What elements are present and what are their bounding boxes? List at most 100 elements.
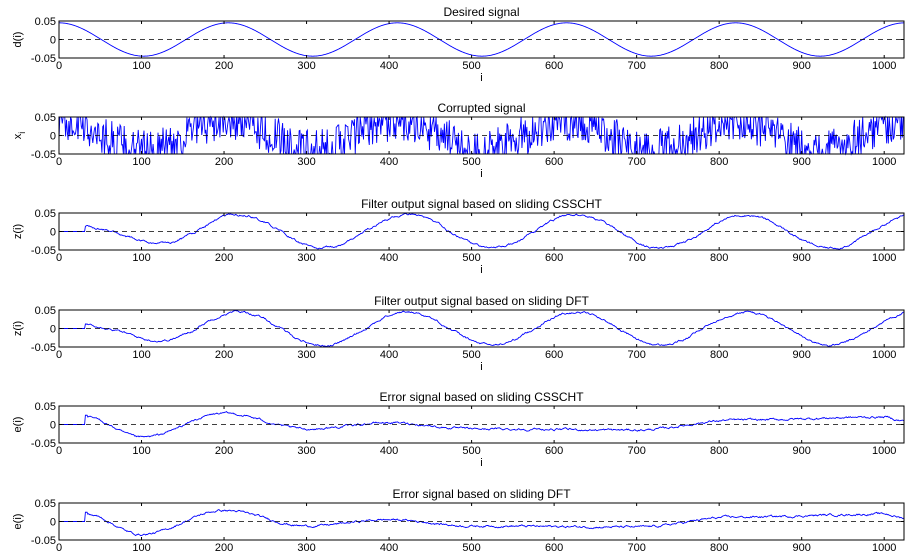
- x-tick-label: 1000: [872, 156, 896, 168]
- y-tick-label: 0: [50, 517, 56, 529]
- x-tick-label: 200: [215, 542, 233, 554]
- x-tick-label: 300: [297, 445, 315, 457]
- y-tick-label: 0.05: [35, 401, 56, 413]
- x-tick-label: 100: [132, 60, 150, 72]
- y-tick-label: -0.05: [31, 438, 56, 450]
- subplot-title: Filter output signal based on sliding DF…: [374, 294, 589, 308]
- y-axis-label: e(i): [12, 417, 24, 433]
- x-tick-label: 400: [380, 252, 398, 264]
- x-tick-label: 500: [462, 156, 480, 168]
- x-tick-label: 400: [380, 60, 398, 72]
- x-tick-label: 200: [215, 349, 233, 361]
- signal-line: [59, 509, 905, 537]
- y-axis-label: e(i): [12, 514, 24, 530]
- x-tick-label: 0: [56, 252, 62, 264]
- y-tick-label: -0.05: [31, 53, 56, 65]
- x-tick-label: 700: [627, 445, 645, 457]
- y-tick-label: 0.05: [35, 16, 56, 28]
- signal-line: [59, 309, 905, 347]
- x-tick-label: 900: [792, 252, 810, 264]
- x-tick-label: 1000: [872, 60, 896, 72]
- x-tick-label: 0: [56, 349, 62, 361]
- x-tick-label: 1000: [872, 349, 896, 361]
- x-tick-label: 100: [132, 156, 150, 168]
- y-tick-label: 0.05: [35, 498, 56, 510]
- x-tick-label: 800: [710, 542, 728, 554]
- y-axis-label-sub: i: [17, 132, 27, 134]
- x-tick-label: 900: [792, 445, 810, 457]
- y-tick-label: 0: [50, 131, 56, 143]
- x-tick-label: 100: [132, 542, 150, 554]
- x-tick-label: 100: [132, 445, 150, 457]
- y-axis-label-main: x: [12, 133, 24, 139]
- x-tick-label: 500: [462, 60, 480, 72]
- x-tick-label: 800: [710, 156, 728, 168]
- x-tick-label: 900: [792, 349, 810, 361]
- x-tick-label: 800: [710, 60, 728, 72]
- x-tick-label: 800: [710, 252, 728, 264]
- x-tick-label: 600: [545, 252, 563, 264]
- signal-line: [59, 411, 905, 438]
- x-tick-label: 300: [297, 252, 315, 264]
- x-tick-label: 200: [215, 445, 233, 457]
- x-tick-label: 400: [380, 542, 398, 554]
- x-tick-label: 900: [792, 156, 810, 168]
- x-tick-label: 0: [56, 542, 62, 554]
- x-tick-label: 0: [56, 445, 62, 457]
- y-axis-label: d(i): [12, 32, 24, 48]
- x-axis-label: i: [480, 72, 482, 84]
- x-tick-label: 700: [627, 349, 645, 361]
- x-tick-label: 500: [462, 252, 480, 264]
- x-tick-label: 600: [545, 445, 563, 457]
- y-tick-label: 0.05: [35, 112, 56, 124]
- x-tick-label: 200: [215, 252, 233, 264]
- subplot-3: Filter output signal based on sliding CS…: [12, 197, 905, 276]
- x-tick-label: 700: [627, 156, 645, 168]
- x-tick-label: 400: [380, 156, 398, 168]
- y-tick-label: 0: [50, 35, 56, 47]
- subplot-6: Error signal based on sliding DFT 0 100 200…: [12, 487, 905, 554]
- x-axis-label: i: [480, 264, 482, 276]
- signal-line: [59, 212, 905, 250]
- subplot-4: Filter output signal based on sliding DF…: [12, 294, 905, 373]
- x-tick-label: 300: [297, 542, 315, 554]
- x-tick-label: 200: [215, 60, 233, 72]
- y-tick-label: -0.05: [31, 245, 56, 257]
- y-tick-label: 0: [50, 420, 56, 432]
- y-axis-label: z(i): [12, 321, 24, 336]
- x-tick-label: 600: [545, 349, 563, 361]
- x-tick-label: 100: [132, 349, 150, 361]
- subplot-5: Error signal based on sliding CSSCHT 0 100…: [12, 390, 905, 469]
- y-axis-label: z(i): [12, 224, 24, 239]
- subplot-title: Desired signal: [443, 5, 519, 19]
- x-tick-label: 900: [792, 60, 810, 72]
- subplot-title: Filter output signal based on sliding CS…: [361, 197, 602, 211]
- x-tick-label: 200: [215, 156, 233, 168]
- subplot-1: Desired signal 0 100 200 300 400 500 600 700 800 9…: [12, 5, 905, 84]
- x-tick-label: 1000: [872, 445, 896, 457]
- x-tick-label: 700: [627, 542, 645, 554]
- subplot-title: Corrupted signal: [437, 101, 525, 115]
- signal-line: [58, 22, 905, 57]
- y-tick-label: 0: [50, 324, 56, 336]
- x-tick-label: 0: [56, 156, 62, 168]
- x-tick-label: 600: [545, 542, 563, 554]
- x-tick-label: 600: [545, 60, 563, 72]
- x-tick-label: 400: [380, 349, 398, 361]
- subplot-title: Error signal based on sliding CSSCHT: [379, 390, 584, 404]
- x-tick-label: 800: [710, 349, 728, 361]
- y-tick-label: 0: [50, 227, 56, 239]
- y-axis-label: xi: [12, 132, 27, 140]
- x-tick-label: 500: [462, 445, 480, 457]
- x-tick-label: 700: [627, 252, 645, 264]
- x-tick-label: 300: [297, 60, 315, 72]
- x-tick-label: 700: [627, 60, 645, 72]
- x-axis-label: i: [480, 361, 482, 373]
- y-tick-label: 0.05: [35, 305, 56, 317]
- x-tick-label: 400: [380, 445, 398, 457]
- x-tick-label: 300: [297, 156, 315, 168]
- x-tick-label: 500: [462, 349, 480, 361]
- x-tick-label: 300: [297, 349, 315, 361]
- y-tick-label: 0.05: [35, 208, 56, 220]
